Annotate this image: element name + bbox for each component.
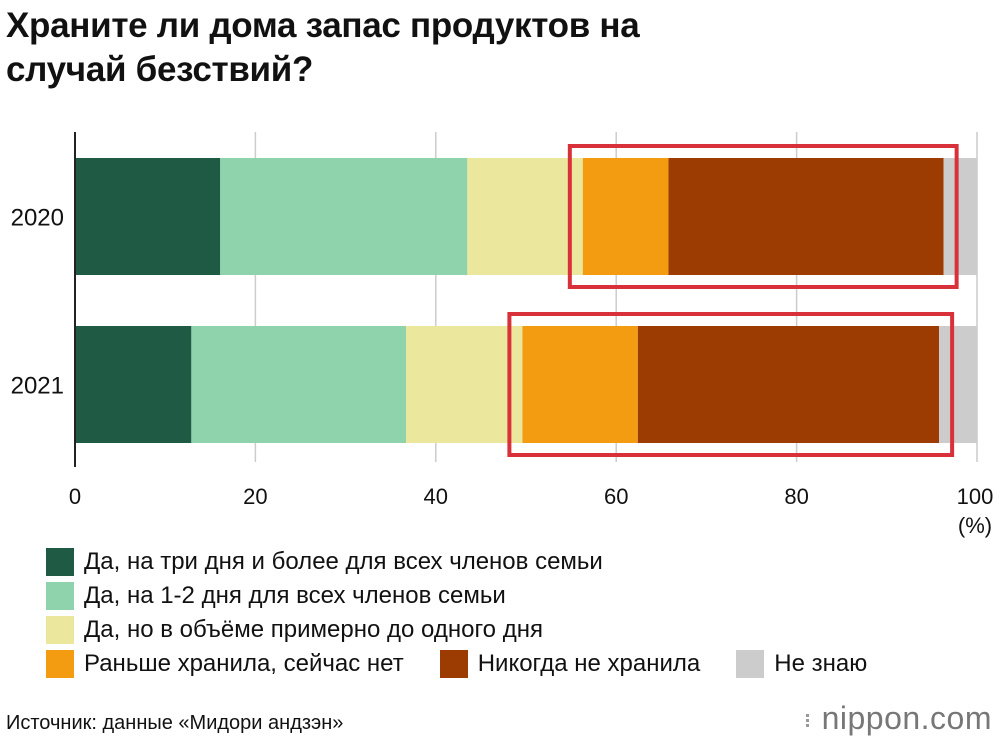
x-tick-label-40: 40 [424,484,448,509]
legend-swatch-1-2-days [46,582,74,610]
legend-label-dont-know: Не знаю [774,650,868,677]
legend-swatch-used-to [46,650,74,678]
x-tick-label-60: 60 [604,484,628,509]
stacked-bar-chart: 2020 2021 0 20 40 60 80 100 (%) [11,132,994,538]
legend-swatch-dont-know [736,650,765,678]
bar-2021-series-3 [522,326,638,443]
legend-swatch-3plus-days [46,548,74,576]
category-label-2021: 2021 [11,373,64,400]
bar-2020-series-2 [467,158,583,275]
highlight-box-2020 [567,144,959,289]
chart-title-line-2: случай безствий? [6,50,314,89]
highlight-box-2021 [507,312,955,457]
category-label-2020: 2020 [11,205,64,232]
bar-2021-series-1 [191,326,407,443]
legend-item-3plus-days: Да, на три дня и более для всех членов с… [46,548,603,576]
legend-label-3plus-days: Да, на три дня и более для всех членов с… [84,548,603,575]
legend-label-used-to: Раньше хранила, сейчас нет [84,650,404,677]
x-tick-label-20: 20 [243,484,267,509]
logo-dots-icon [805,712,816,729]
chart-title-line-1: Храните ли дома запас продуктов на [6,6,640,45]
bar-2021-series-4 [637,326,940,443]
legend-item-1-day: Да, но в объёме примерно до одного дня [46,616,543,644]
legend-swatch-1-day [46,616,74,644]
nippon-logo: nippon.com [805,700,992,737]
legend-item-1-2-days: Да, на 1-2 дня для всех членов семьи [46,582,506,610]
bar-2021-series-5 [939,326,977,443]
bar-2020-series-4 [668,158,944,275]
x-tick-label-100: 100 [957,484,994,509]
bar-2020-series-0 [75,158,221,275]
legend-item-dont-know: Не знаю [736,650,867,678]
bar-2021-series-2 [406,326,523,443]
x-unit-label: (%) [958,513,992,538]
bar-2021-series-0 [75,326,192,443]
x-tick-label-80: 80 [784,484,808,509]
bar-2020-series-1 [220,158,468,275]
legend-label-1-day: Да, но в объёме примерно до одного дня [84,616,543,643]
legend-swatch-never [439,650,468,678]
legend-item-used-to: Раньше хранила, сейчас нет [46,650,404,678]
x-tick-label-0: 0 [69,484,81,509]
bar-2020-series-5 [943,158,977,275]
legend-label-never: Никогда не хранила [477,650,701,677]
logo-text: nippon.com [821,700,992,736]
chart-legend: Да, на три дня и более для всех членов с… [46,545,1000,681]
chart-title: Храните ли дома запас продуктов на случа… [6,4,906,92]
legend-label-1-2-days: Да, на 1-2 дня для всех членов семьи [84,582,506,609]
legend-item-never: Никогда не хранила [439,650,701,678]
bar-2020-series-3 [582,158,669,275]
source-note: Источник: данные «Мидори андзэн» [6,712,344,734]
